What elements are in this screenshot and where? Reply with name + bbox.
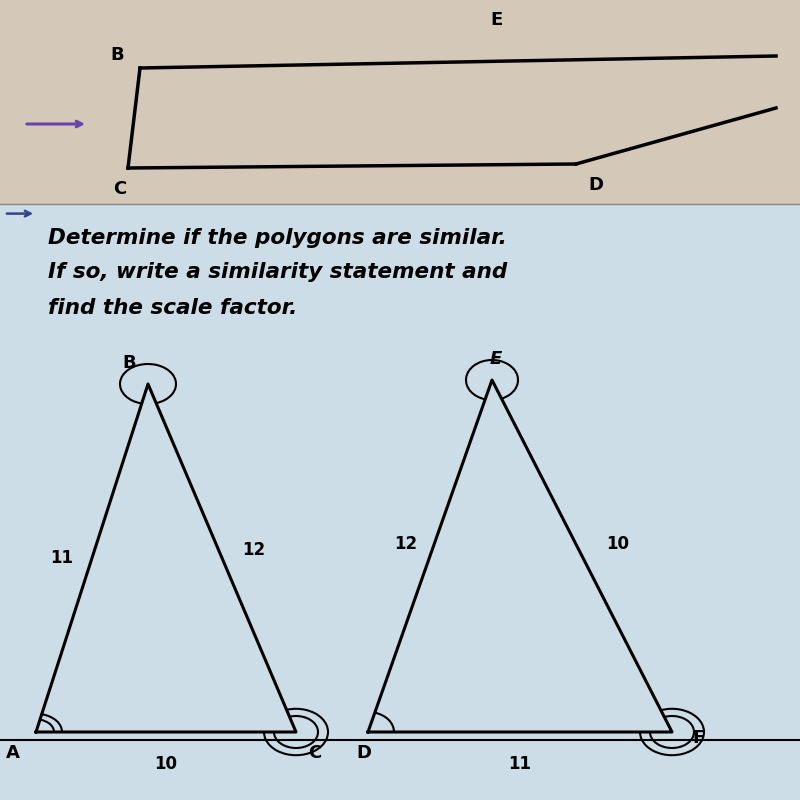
Text: B: B — [122, 354, 136, 372]
Text: F: F — [692, 730, 704, 747]
Text: 11: 11 — [50, 549, 73, 567]
Text: 12: 12 — [394, 535, 418, 553]
Text: 11: 11 — [509, 755, 531, 773]
Text: 10: 10 — [606, 535, 630, 553]
Text: find the scale factor.: find the scale factor. — [48, 298, 298, 318]
Text: D: D — [357, 744, 371, 762]
Text: E: E — [490, 350, 502, 368]
Text: 12: 12 — [242, 541, 266, 559]
Text: Determine if the polygons are similar.: Determine if the polygons are similar. — [48, 228, 506, 248]
Text: C: C — [114, 180, 126, 198]
Bar — [0, 204, 800, 800]
Text: 10: 10 — [154, 755, 178, 773]
Text: E: E — [490, 11, 502, 29]
Text: B: B — [110, 46, 124, 64]
Text: C: C — [308, 744, 322, 762]
Text: D: D — [589, 176, 603, 194]
Text: If so, write a similarity statement and: If so, write a similarity statement and — [48, 262, 507, 282]
Text: A: A — [6, 744, 20, 762]
